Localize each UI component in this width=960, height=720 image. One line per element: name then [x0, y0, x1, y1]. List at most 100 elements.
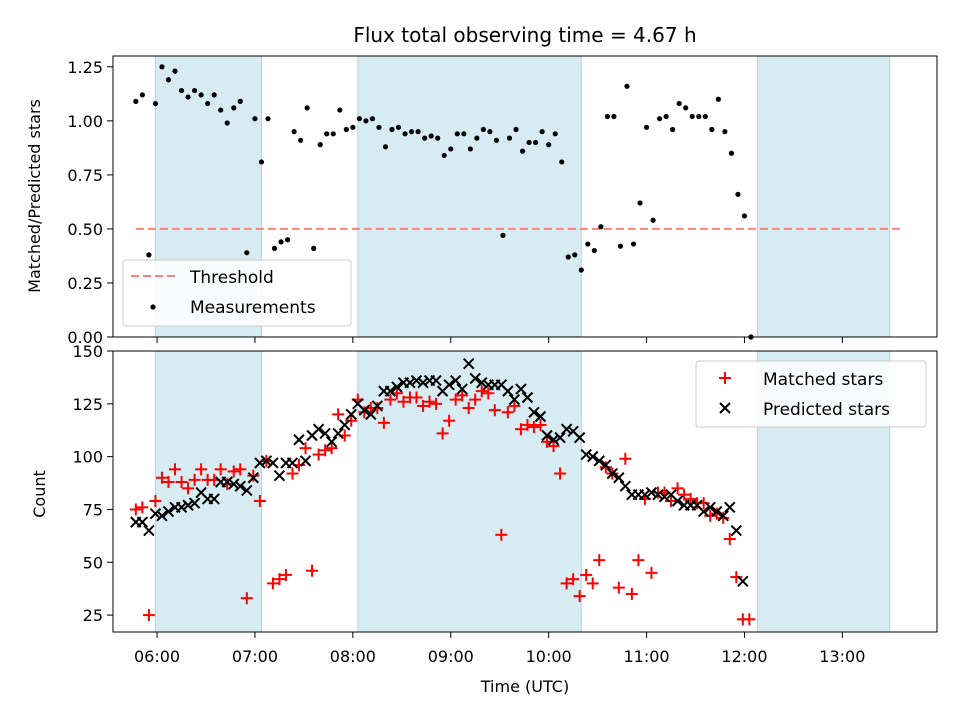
predicted-star-point: [404, 376, 416, 389]
y-tick-label: 125: [72, 395, 103, 414]
matched-star-point: [377, 416, 390, 429]
predicted-star-point: [221, 476, 233, 488]
predicted-star-point: [580, 448, 592, 461]
measurement-point: [454, 131, 460, 137]
shaded-interval-0: [154, 350, 262, 633]
measurement-point: [461, 131, 467, 137]
measurement-point: [519, 148, 526, 154]
shaded-interval-1: [357, 350, 582, 633]
matched-star-point: [410, 391, 423, 404]
matched-star-point: [325, 442, 338, 455]
predicted-star-point: [541, 429, 553, 442]
bottom-x-axis-label: Time (UTC): [480, 677, 569, 696]
matched-star-point: [743, 613, 756, 626]
matched-star-point: [195, 463, 208, 476]
measurement-point: [408, 129, 415, 135]
measurement-point: [650, 217, 656, 223]
measurement-point: [311, 245, 317, 251]
y-tick-label: 1.25: [67, 58, 103, 77]
predicted-star-point: [299, 455, 312, 467]
predicted-star-point: [254, 457, 266, 469]
measurement-point: [539, 129, 545, 135]
measurement-point: [611, 113, 617, 120]
matched-star-point: [129, 503, 142, 516]
predicted-star-point: [162, 505, 175, 518]
predicted-star-point: [645, 486, 658, 499]
predicted-star-point: [417, 376, 429, 389]
predicted-star-point: [658, 491, 671, 503]
matched-star-point: [332, 408, 345, 421]
matched-star-point: [462, 402, 475, 415]
measurement-point: [343, 126, 349, 133]
measurement-point: [728, 150, 735, 156]
shaded-interval-1: [357, 55, 582, 338]
matched-star-point: [645, 566, 658, 579]
predicted-star-point: [241, 484, 253, 497]
predicted-star-point: [365, 408, 377, 421]
measurement-point: [139, 92, 145, 98]
y-tick-label: 75: [83, 500, 103, 519]
measurement-point: [198, 92, 204, 98]
matched-star-point: [495, 528, 508, 541]
matched-star-point: [521, 418, 534, 431]
y-tick-label: 50: [83, 553, 103, 572]
measurement-point: [330, 131, 336, 137]
measurement-point: [435, 135, 441, 141]
matched-star-point: [142, 609, 155, 622]
y-tick-label: 0.00: [67, 328, 103, 347]
legend-matched-label: Matched stars: [763, 370, 883, 390]
predicted-star-point: [273, 469, 286, 482]
measurement-point: [159, 64, 165, 70]
x-tick-label: 10:00: [526, 647, 572, 666]
measurement-point: [657, 116, 663, 122]
matched-star-point: [717, 511, 730, 524]
matched-star-point: [671, 482, 684, 495]
predicted-star-point: [175, 501, 188, 514]
predicted-star-point: [619, 480, 632, 492]
predicted-star-point: [652, 488, 664, 501]
x-tick-label: 13:00: [819, 647, 865, 666]
top-chart-title: Flux total observing time = 4.67 h: [353, 23, 696, 47]
predicted-star-point: [312, 423, 325, 435]
predicted-star-point: [521, 391, 534, 404]
measurement-point: [565, 254, 571, 260]
predicted-star-point: [534, 410, 547, 423]
measurement-point: [487, 129, 493, 135]
predicted-star-point: [502, 385, 514, 397]
predicted-star-point: [143, 524, 155, 537]
legend-matched-swatch: [719, 372, 731, 384]
matched-star-point: [397, 395, 410, 408]
measurement-point: [284, 237, 291, 243]
measurement-point: [350, 124, 356, 130]
matched-star-point: [586, 577, 599, 590]
matched-star-point: [214, 463, 227, 476]
bottom-matched-points: [129, 385, 756, 626]
predicted-star-point: [149, 507, 162, 520]
matched-star-point: [371, 402, 384, 415]
measurement-point: [572, 252, 578, 258]
measurement-point: [578, 267, 584, 273]
y-tick-label: 0.50: [67, 220, 103, 239]
measurement-point: [415, 129, 421, 135]
predicted-star-point: [717, 510, 729, 522]
predicted-star-point: [443, 379, 455, 391]
measurement-point: [146, 252, 152, 258]
x-tick-label: 06:00: [134, 647, 180, 666]
predicted-star-point: [639, 488, 651, 501]
measurement-point: [152, 100, 159, 107]
measurement-point: [722, 129, 728, 135]
y-tick-label: 150: [72, 342, 103, 361]
measurement-point: [480, 126, 486, 133]
predicted-star-point: [508, 393, 521, 406]
measurement-point: [165, 77, 172, 83]
predicted-star-point: [188, 497, 201, 509]
measurement-point: [617, 243, 624, 249]
matched-star-point: [188, 473, 201, 486]
matched-star-point: [149, 495, 162, 508]
matched-star-point: [443, 414, 456, 427]
measurement-point: [533, 139, 539, 146]
measurement-point: [363, 118, 369, 124]
matched-star-point: [534, 418, 547, 431]
predicted-star-point: [208, 493, 220, 505]
measurement-point: [185, 94, 191, 100]
